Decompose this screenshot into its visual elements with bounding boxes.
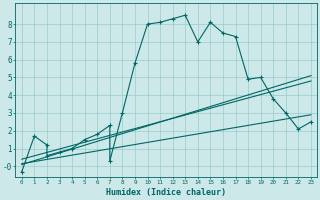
X-axis label: Humidex (Indice chaleur): Humidex (Indice chaleur) <box>106 188 226 197</box>
